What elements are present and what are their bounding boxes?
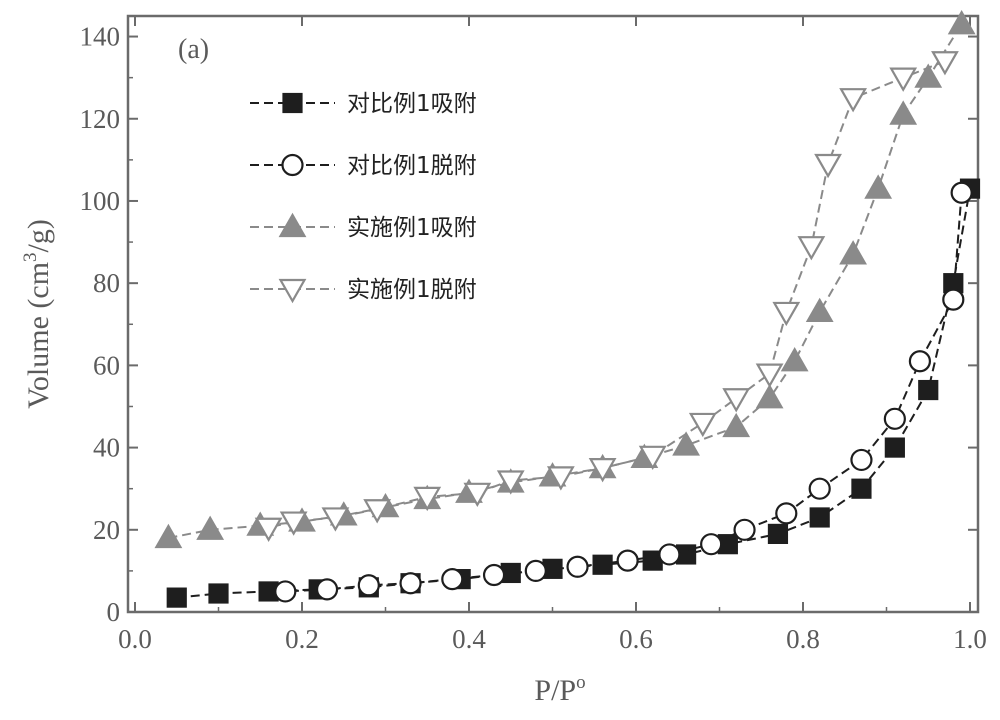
legend-entry: 实施例1脱附 xyxy=(250,277,477,303)
data-point xyxy=(783,349,807,370)
data-point xyxy=(816,155,840,176)
y-axis-title: Volume (cm3/g) xyxy=(20,219,55,409)
panel-label: (a) xyxy=(178,34,209,65)
series-layer xyxy=(156,12,979,606)
y-axis-title-tail: /g) xyxy=(22,219,55,252)
legend-marker xyxy=(283,155,303,175)
data-point xyxy=(359,575,379,595)
data-point xyxy=(808,300,832,321)
y-tick-label: 20 xyxy=(93,515,120,545)
x-axis-title-superscript: o xyxy=(576,672,586,693)
data-point xyxy=(724,389,748,410)
legend-label: 实施例1吸附 xyxy=(347,215,477,241)
data-point xyxy=(866,177,890,198)
y-tick-label: 0 xyxy=(107,597,121,627)
x-axis-title: P/Po xyxy=(534,672,585,707)
data-point xyxy=(919,381,937,399)
data-point xyxy=(674,434,698,455)
legend-marker xyxy=(281,280,305,301)
x-tick-label: 1.0 xyxy=(953,624,987,654)
y-tick-label: 100 xyxy=(80,186,121,216)
y-axis-title-main: Volume (cm xyxy=(22,262,55,409)
legend: 对比例1吸附对比例1脱附实施例1吸附实施例1脱附 xyxy=(250,91,477,303)
legend-label: 对比例1脱附 xyxy=(347,153,477,179)
data-point xyxy=(776,503,796,523)
x-tick-label: 0.2 xyxy=(285,624,319,654)
data-point xyxy=(691,414,715,435)
legend-marker xyxy=(281,215,305,236)
data-point xyxy=(701,534,721,554)
data-point xyxy=(568,557,588,577)
ticks: 0 20 40 60 80 100 120 140 0.0 0.2 0.4 0.6 0.8 1.0 xyxy=(80,16,987,654)
data-point xyxy=(886,439,904,457)
legend-label: 实施例1脱附 xyxy=(347,277,477,303)
data-point xyxy=(841,242,865,263)
x-axis-title-main: P/P xyxy=(534,674,576,707)
data-point xyxy=(442,569,462,589)
y-tick-label: 80 xyxy=(93,268,120,298)
y-tick-label: 40 xyxy=(93,433,120,463)
x-tick-label: 0.0 xyxy=(118,624,152,654)
data-point xyxy=(758,365,782,386)
data-point xyxy=(891,103,915,124)
legend-entry: 对比例1脱附 xyxy=(250,153,477,179)
y-tick-label: 60 xyxy=(93,350,120,380)
data-point xyxy=(769,525,787,543)
data-point xyxy=(891,69,915,90)
legend-marker xyxy=(284,94,302,112)
data-point xyxy=(198,518,222,539)
data-point xyxy=(210,585,228,603)
data-point xyxy=(774,303,798,324)
chart-root: 0 20 40 60 80 100 120 140 0.0 0.2 0.4 0.6 0.8 1.0 (a)… xyxy=(0,0,1000,720)
data-point xyxy=(317,579,337,599)
series-2 xyxy=(275,183,971,602)
data-point xyxy=(168,589,186,607)
data-point xyxy=(484,565,504,585)
data-point xyxy=(910,351,930,371)
x-tick-label: 0.4 xyxy=(452,624,486,654)
x-tick-label: 0.8 xyxy=(786,624,820,654)
y-tick-label: 120 xyxy=(80,104,121,134)
y-axis-title-superscript: 3 xyxy=(20,252,41,262)
data-point xyxy=(401,573,421,593)
data-point xyxy=(526,561,546,581)
data-point xyxy=(659,544,679,564)
data-point xyxy=(852,480,870,498)
data-point xyxy=(724,415,748,436)
data-point xyxy=(811,508,829,526)
legend-entry: 实施例1吸附 xyxy=(250,215,477,241)
x-tick-label: 0.6 xyxy=(619,624,653,654)
legend-entry: 对比例1吸附 xyxy=(250,91,477,117)
y-tick-label: 140 xyxy=(80,22,121,52)
data-point xyxy=(952,183,972,203)
data-point xyxy=(885,409,905,429)
data-point xyxy=(841,89,865,110)
data-point xyxy=(618,551,638,571)
data-point xyxy=(594,556,612,574)
data-point xyxy=(943,290,963,310)
data-point xyxy=(799,237,823,258)
data-point xyxy=(758,386,782,407)
data-point xyxy=(851,450,871,470)
data-point xyxy=(810,479,830,499)
data-point xyxy=(275,581,295,601)
data-point xyxy=(735,520,755,540)
legend-label: 对比例1吸附 xyxy=(347,91,477,117)
series-line xyxy=(285,193,961,592)
